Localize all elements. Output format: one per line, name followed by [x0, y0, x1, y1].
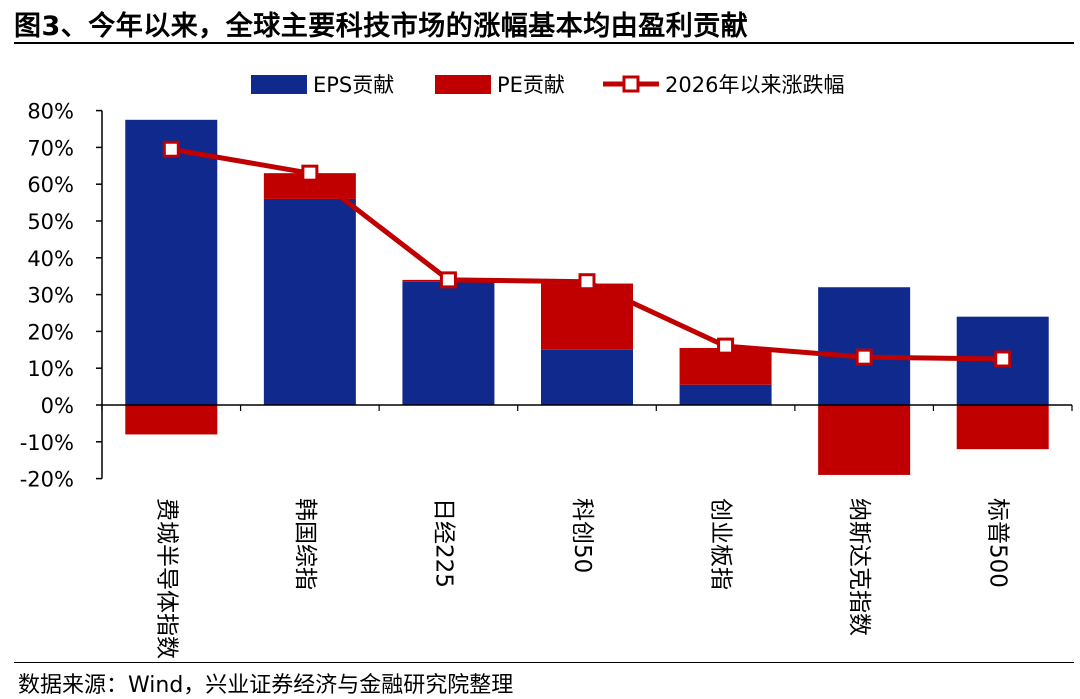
y-tick-label: 30%	[27, 284, 74, 308]
return-marker	[439, 271, 457, 289]
source-note: 数据来源：Wind，兴业证券经济与金融研究院整理	[18, 673, 514, 698]
return-marker	[301, 164, 319, 182]
pe-bar	[818, 405, 911, 475]
pe-bar	[541, 283, 633, 350]
legend-label-eps: EPS贡献	[313, 73, 394, 97]
legend-label-pe: PE贡献	[497, 73, 565, 97]
source-divider	[14, 662, 1074, 663]
legend-marker-return	[622, 75, 640, 93]
eps-bar	[402, 281, 495, 405]
pe-bar	[956, 405, 1049, 450]
y-tick-label: 70%	[27, 136, 74, 160]
pe-bar	[125, 405, 218, 435]
y-tick-label: 80%	[27, 100, 74, 124]
y-tick-label: -20%	[20, 468, 74, 492]
legend-label-return: 2026年以来涨跌幅	[665, 73, 844, 97]
eps-bar	[679, 384, 772, 405]
return-marker	[855, 348, 873, 366]
eps-bar	[818, 287, 911, 405]
return-marker	[162, 140, 180, 158]
x-category-label: 韩国综指	[292, 498, 318, 590]
x-category-label: 费城半导体指数	[153, 498, 179, 659]
legend-swatch-eps	[251, 75, 307, 94]
y-tick-label: 60%	[27, 173, 74, 197]
chart-title: 图3、今年以来，全球主要科技市场的涨幅基本均由盈利贡献	[14, 11, 749, 42]
return-marker	[994, 350, 1012, 368]
y-tick-label: -10%	[20, 431, 74, 455]
eps-bar	[541, 349, 633, 405]
x-category-label: 日经225	[430, 498, 456, 588]
y-tick-label: 10%	[27, 357, 74, 381]
y-tick-label: 40%	[27, 247, 74, 271]
x-category-label: 纳斯达克指数	[846, 498, 872, 636]
title-divider	[14, 42, 1074, 44]
x-category-label: 创业板指	[708, 498, 734, 590]
y-tick-label: 50%	[27, 210, 74, 234]
eps-bar	[125, 119, 218, 406]
return-marker	[578, 273, 596, 291]
eps-bar	[263, 198, 356, 405]
legend-swatch-pe	[435, 75, 491, 94]
return-marker	[717, 337, 735, 355]
y-tick-label: 20%	[27, 320, 74, 344]
x-category-label: 标普500	[985, 498, 1011, 588]
y-tick-label: 0%	[41, 394, 74, 418]
x-category-label: 科创50	[569, 498, 595, 573]
